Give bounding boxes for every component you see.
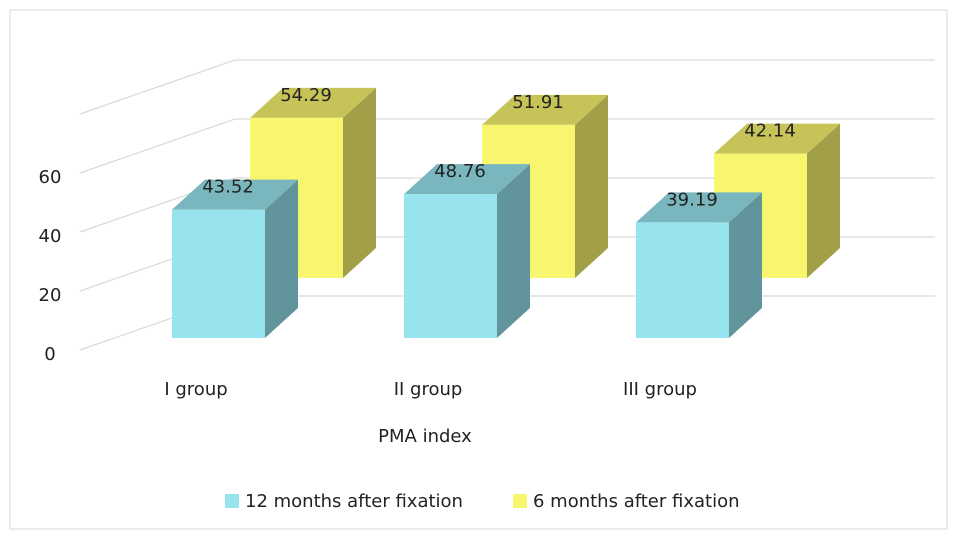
value-label: 39.19	[666, 189, 718, 210]
x-axis-title: PMA index	[378, 426, 472, 447]
value-label: 51.91	[512, 92, 564, 113]
bar-side	[265, 179, 298, 338]
x-tick-label: III group	[623, 379, 697, 400]
legend-label: 6 months after fixation	[533, 491, 740, 512]
bar-side	[343, 87, 376, 278]
legend-swatch	[225, 494, 239, 508]
bar-top	[714, 123, 840, 154]
y-tick-label: 60	[39, 167, 62, 188]
y-tick-label: 0	[44, 344, 55, 365]
value-label: 54.29	[280, 85, 332, 106]
grid-line	[79, 177, 935, 233]
bar-side	[575, 94, 608, 278]
y-tick-label: 20	[39, 285, 62, 306]
bar-top	[250, 87, 376, 118]
legend-swatch	[513, 494, 527, 508]
bar	[172, 179, 298, 338]
bar	[636, 192, 762, 338]
bar-front	[404, 194, 497, 338]
grid-frame	[79, 59, 935, 115]
x-tick-label: I group	[164, 379, 227, 400]
bar-top	[404, 164, 530, 195]
bar-side	[497, 164, 530, 338]
bar-side	[729, 192, 762, 338]
grid-line	[79, 118, 935, 174]
value-label: 43.52	[202, 177, 254, 198]
bar-top	[172, 179, 298, 210]
y-tick-label: 40	[39, 226, 62, 247]
bar	[404, 164, 530, 338]
bar-top	[636, 192, 762, 223]
legend-label: 12 months after fixation	[245, 491, 463, 512]
value-label: 48.76	[434, 161, 486, 182]
x-tick-label: II group	[394, 379, 463, 400]
bar-front	[636, 222, 729, 338]
value-label: 42.14	[744, 121, 796, 142]
bar-side	[807, 123, 840, 278]
bar-front	[172, 209, 265, 338]
bar-top	[482, 94, 608, 125]
